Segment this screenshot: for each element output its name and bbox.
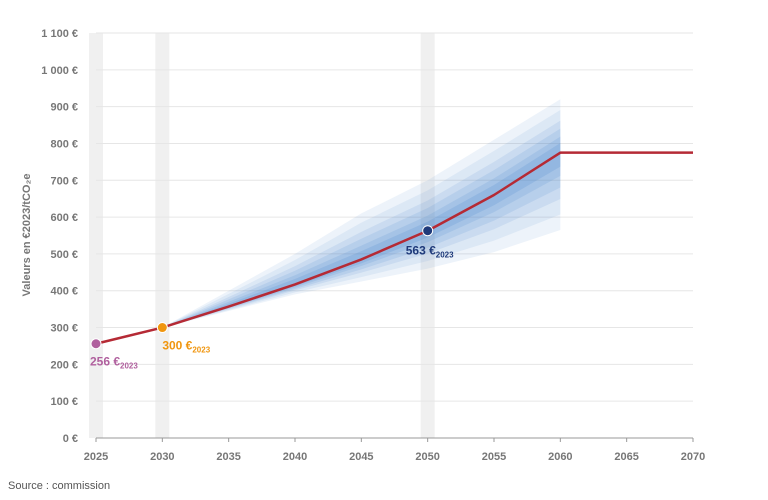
highlight-column-2025 <box>89 33 103 438</box>
x-tick-label: 2025 <box>84 451 108 463</box>
x-tick-label: 2050 <box>415 451 439 463</box>
y-tick-label: 900 € <box>50 102 78 114</box>
uncertainty-band-layer <box>162 109 561 328</box>
uncertainty-band-layer <box>162 120 561 328</box>
y-tick-label: 1 000 € <box>41 65 78 77</box>
series-lines <box>95 151 693 345</box>
x-tick-labels: 2025 2030 2035 2040 2045 2050 2055 2060 2065 2070 <box>84 451 705 463</box>
x-tick-label: 2055 <box>482 451 506 463</box>
annotations: 256 €2023 300 €2023 563 €2023 <box>90 244 454 371</box>
highlight-point-2025 <box>90 338 102 350</box>
source-note: Source : commission <box>8 480 111 492</box>
x-tick-label: 2065 <box>614 451 638 463</box>
y-tick-label: 600 € <box>50 212 78 224</box>
y-tick-label: 1 100 € <box>41 28 78 40</box>
x-tick-label: 2045 <box>349 451 373 463</box>
x-tick-label: 2040 <box>283 451 307 463</box>
x-tick-label: 2060 <box>548 451 572 463</box>
y-tick-label: 400 € <box>50 286 78 298</box>
x-tick-label: 2070 <box>681 451 705 463</box>
y-tick-label: 500 € <box>50 249 78 261</box>
annotation-label: 300 €2023 <box>162 339 210 355</box>
highlight-points <box>90 225 434 350</box>
y-tick-label: 700 € <box>50 175 78 187</box>
uncertainty-band <box>162 99 561 328</box>
highlight-column-2030 <box>155 33 170 438</box>
x-tick-label: 2035 <box>216 451 240 463</box>
y-tick-label: 800 € <box>50 138 78 150</box>
gridlines <box>95 32 694 442</box>
highlight-point-2050 <box>422 225 434 237</box>
uncertainty-band-layer <box>162 99 561 328</box>
annotation-label: 256 €2023 <box>90 355 138 371</box>
y-tick-label: 200 € <box>50 359 78 371</box>
y-tick-labels: 0 € 100 € 200 € 300 € 400 € 500 € 600 € 700 € 80… <box>41 28 78 445</box>
annotation-label: 563 €2023 <box>406 244 454 260</box>
highlight-years <box>89 33 435 438</box>
y-tick-label: 0 € <box>63 433 78 445</box>
series-line <box>95 151 693 345</box>
y-tick-label: 300 € <box>50 323 78 335</box>
x-tick-label: 2030 <box>150 451 174 463</box>
y-tick-label: 100 € <box>50 396 78 408</box>
y-axis-label: Valeurs en €2023/tCO₂e <box>21 174 33 297</box>
highlight-point-2030 <box>156 322 168 334</box>
